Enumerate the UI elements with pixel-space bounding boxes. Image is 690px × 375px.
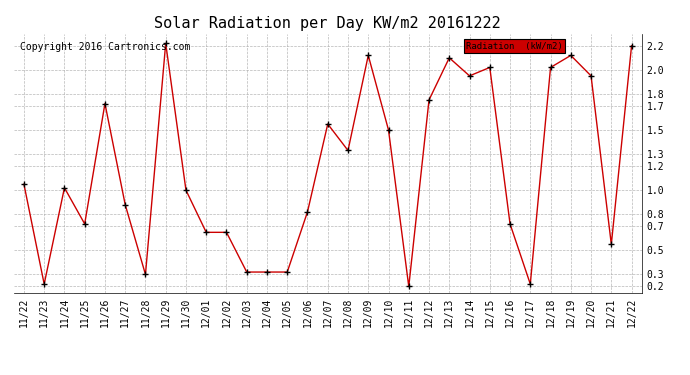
Text: Copyright 2016 Cartronics.com: Copyright 2016 Cartronics.com	[20, 42, 190, 51]
Text: Radiation  (kW/m2): Radiation (kW/m2)	[466, 42, 562, 51]
Title: Solar Radiation per Day KW/m2 20161222: Solar Radiation per Day KW/m2 20161222	[155, 16, 501, 31]
